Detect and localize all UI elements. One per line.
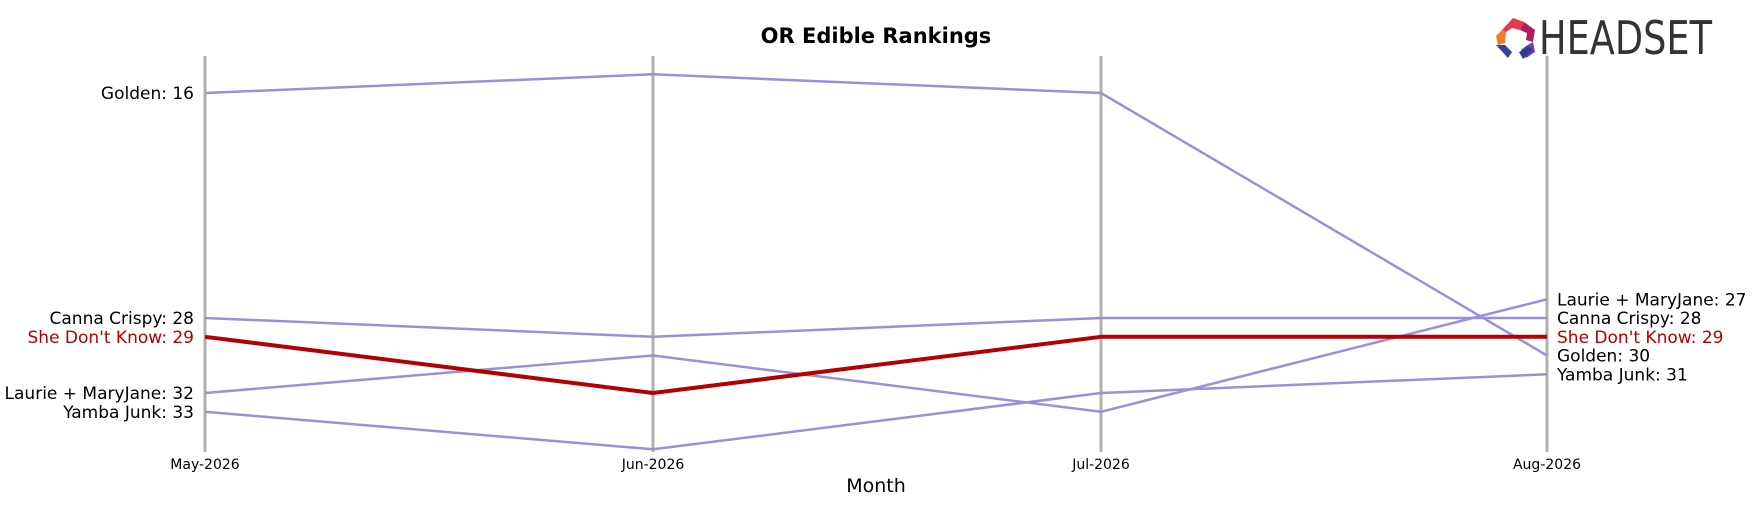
start-label: Laurie + MaryJane: 32	[5, 384, 194, 404]
start-label: Yamba Junk: 33	[62, 403, 194, 423]
x-axis-label: Month	[846, 475, 906, 497]
x-tick-label: May-2026	[170, 457, 239, 473]
x-tick-label: Jun-2026	[621, 457, 685, 473]
end-label: Yamba Junk: 31	[1556, 365, 1688, 385]
series-line-golden	[204, 73, 1548, 357]
series-line-canna-crispy	[204, 316, 1547, 339]
series-lines	[204, 73, 1548, 451]
x-tick-labels: May-2026 Jun-2026 Jul-2026 Aug-2026	[170, 457, 1581, 473]
start-label: Canna Crispy: 28	[50, 309, 194, 329]
end-label: Golden: 30	[1557, 347, 1650, 367]
x-tick-label: Jul-2026	[1071, 457, 1130, 473]
start-label: Golden: 16	[101, 84, 194, 104]
headset-logo-mark-icon	[1496, 18, 1535, 59]
headset-logo-text: HEADSET	[1539, 11, 1713, 65]
chart-title: OR Edible Rankings	[761, 24, 992, 48]
x-tick-label: Aug-2026	[1513, 457, 1581, 473]
month-axis-lines	[203, 56, 1549, 452]
end-label: She Don't Know: 29	[1557, 328, 1724, 348]
start-label: She Don't Know: 29	[28, 328, 195, 348]
series-line-yamba-junk	[204, 373, 1548, 451]
headset-logo: HEADSET	[1496, 11, 1713, 65]
series-line-laurie-maryjane	[204, 298, 1548, 414]
end-label: Canna Crispy: 28	[1557, 309, 1701, 329]
end-label: Laurie + MaryJane: 27	[1557, 290, 1746, 310]
series-line-she-don-t-know	[204, 334, 1547, 395]
